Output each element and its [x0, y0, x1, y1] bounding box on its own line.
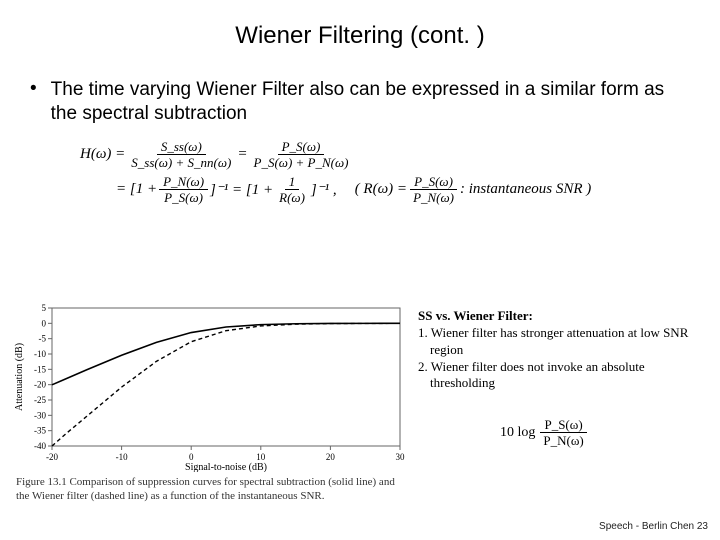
fraction-4: 1 R(ω) [275, 175, 309, 204]
svg-text:10: 10 [256, 452, 266, 462]
svg-text:Attenuation (dB): Attenuation (dB) [14, 343, 25, 411]
svg-text:0: 0 [42, 318, 47, 328]
svg-text:5: 5 [42, 303, 47, 313]
svg-text:-5: -5 [39, 334, 47, 344]
log-fraction: P_S(ω) P_N(ω) [539, 418, 587, 447]
row2-close: ]⁻¹ , [311, 180, 337, 199]
formula-block: H(ω) = S_ss(ω) S_ss(ω) + S_nn(ω) = P_S(ω… [0, 134, 720, 216]
fraction-3: P_N(ω) P_S(ω) [159, 175, 208, 204]
bullet-dot: • [30, 78, 37, 126]
svg-text:-20: -20 [34, 380, 46, 390]
svg-text:-25: -25 [34, 395, 46, 405]
svg-text:-15: -15 [34, 364, 46, 374]
comparison-note: SS vs. Wiener Filter: 1. Wiener filter h… [418, 308, 708, 392]
formula-row-2: = [1 + P_N(ω) P_S(ω) ]⁻¹ = [1 + 1 R(ω) ]… [80, 175, 720, 204]
svg-text:Signal-to-noise (dB): Signal-to-noise (dB) [185, 462, 267, 472]
fraction-2: P_S(ω) P_S(ω) + P_N(ω) [250, 140, 353, 169]
svg-text:0: 0 [189, 452, 194, 462]
note-header: SS vs. Wiener Filter: [418, 308, 708, 324]
r-close: : instantaneous SNR ) [460, 181, 591, 198]
note-item-1: 1. Wiener filter has stronger attenuatio… [418, 325, 708, 358]
svg-text:30: 30 [396, 452, 406, 462]
svg-text:-40: -40 [34, 441, 46, 451]
row2-mid: ]⁻¹ = [1 + [210, 180, 273, 199]
svg-text:-10: -10 [34, 349, 46, 359]
svg-text:20: 20 [326, 452, 336, 462]
h-label: H(ω) = [80, 146, 125, 163]
svg-text:-20: -20 [46, 452, 58, 462]
series-spectral-subtraction [52, 323, 400, 384]
row2-open: = [1 + [116, 181, 157, 198]
slide-footer: Speech - Berlin Chen 23 [599, 521, 708, 532]
eq-1: = [237, 146, 247, 163]
formula-row-1: H(ω) = S_ss(ω) S_ss(ω) + S_nn(ω) = P_S(ω… [80, 140, 720, 169]
fraction-5: P_S(ω) P_N(ω) [409, 175, 458, 204]
log-formula: 10 log P_S(ω) P_N(ω) [500, 418, 590, 447]
svg-text:-30: -30 [34, 410, 46, 420]
bullet-item: • The time varying Wiener Filter also ca… [0, 68, 720, 134]
fraction-1: S_ss(ω) S_ss(ω) + S_nn(ω) [127, 140, 235, 169]
series-wiener-filter [52, 323, 400, 446]
log-prefix: 10 log [500, 425, 535, 441]
attenuation-chart: -20 -10 0 10 20 30 -40 -35 -30 -25 -20 -15 -10 -5 0 5 Si… [10, 300, 410, 472]
chart-area: -20 -10 0 10 20 30 -40 -35 -30 -25 -20 -15 -10 -5 0 5 Si… [10, 300, 410, 504]
svg-text:-35: -35 [34, 426, 46, 436]
svg-text:-10: -10 [116, 452, 128, 462]
r-label: ( R(ω) = [355, 181, 407, 198]
slide-title: Wiener Filtering (cont. ) [0, 0, 720, 68]
bullet-text: The time varying Wiener Filter also can … [51, 78, 690, 126]
figure-caption: Figure 13.1 Comparison of suppression cu… [10, 476, 410, 504]
note-item-2: 2. Wiener filter does not invoke an abso… [418, 359, 708, 392]
